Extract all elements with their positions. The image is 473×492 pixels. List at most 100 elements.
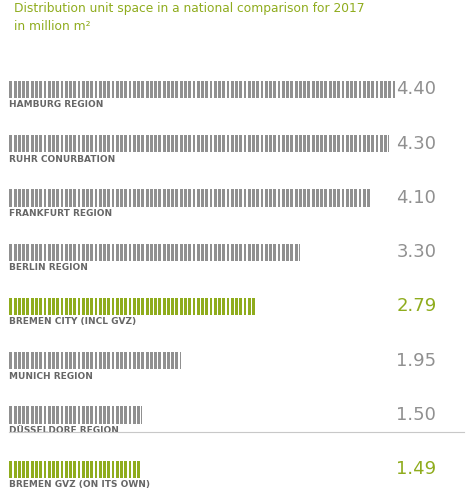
Bar <box>129 352 131 369</box>
Bar <box>141 135 144 153</box>
Bar <box>61 189 63 207</box>
Bar <box>52 81 55 98</box>
Bar <box>150 352 153 369</box>
Bar <box>235 244 238 261</box>
Bar <box>248 244 251 261</box>
Bar <box>205 189 208 207</box>
Bar <box>150 298 153 315</box>
Bar <box>120 135 123 153</box>
Bar <box>337 135 340 153</box>
Bar <box>137 244 140 261</box>
Bar <box>14 406 17 424</box>
Bar <box>290 244 293 261</box>
Bar <box>193 189 195 207</box>
Bar <box>39 298 42 315</box>
Bar <box>282 244 285 261</box>
Bar <box>78 352 80 369</box>
Bar <box>163 352 166 369</box>
Bar <box>9 135 12 153</box>
Bar <box>22 298 25 315</box>
Bar <box>316 135 319 153</box>
Bar <box>116 244 119 261</box>
Bar <box>188 298 191 315</box>
Bar <box>163 244 166 261</box>
Bar <box>269 135 272 153</box>
Bar <box>78 81 80 98</box>
Bar <box>167 135 170 153</box>
Bar <box>235 298 238 315</box>
Bar <box>218 189 221 207</box>
Bar <box>95 406 97 424</box>
Bar <box>197 298 200 315</box>
Text: FRANKFURT REGION: FRANKFURT REGION <box>9 209 113 218</box>
Bar <box>256 135 259 153</box>
Bar <box>78 461 80 478</box>
Bar <box>252 81 255 98</box>
Bar <box>371 81 374 98</box>
Bar <box>112 352 114 369</box>
Bar <box>18 244 21 261</box>
Bar <box>31 244 34 261</box>
Bar <box>133 189 136 207</box>
Bar <box>188 244 191 261</box>
Bar <box>171 244 174 261</box>
Bar <box>44 406 46 424</box>
Bar <box>48 135 51 153</box>
Bar <box>337 81 340 98</box>
Bar <box>82 81 85 98</box>
Bar <box>22 352 25 369</box>
Bar <box>158 189 161 207</box>
Bar <box>52 135 55 153</box>
Bar <box>107 135 110 153</box>
Bar <box>346 81 349 98</box>
Bar <box>103 189 106 207</box>
Bar <box>227 189 229 207</box>
Bar <box>73 189 76 207</box>
Bar <box>137 81 140 98</box>
Bar <box>231 298 234 315</box>
Bar <box>188 189 191 207</box>
Bar <box>86 352 89 369</box>
Bar <box>69 461 72 478</box>
Bar <box>129 298 131 315</box>
Bar <box>184 81 187 98</box>
Bar <box>14 189 17 207</box>
Bar <box>82 135 85 153</box>
Bar <box>154 81 157 98</box>
Bar <box>31 298 34 315</box>
Bar <box>150 81 153 98</box>
Bar <box>9 298 12 315</box>
Bar <box>14 298 17 315</box>
Bar <box>193 244 195 261</box>
Bar <box>265 81 268 98</box>
Bar <box>222 244 225 261</box>
Bar <box>61 135 63 153</box>
Bar <box>175 244 178 261</box>
Bar <box>354 135 357 153</box>
Bar <box>48 189 51 207</box>
Bar <box>73 135 76 153</box>
Bar <box>99 406 102 424</box>
Bar <box>256 81 259 98</box>
Bar <box>99 352 102 369</box>
Bar <box>180 81 183 98</box>
Bar <box>171 81 174 98</box>
Bar <box>61 352 63 369</box>
Bar <box>235 81 238 98</box>
Bar <box>158 244 161 261</box>
Bar <box>86 461 89 478</box>
Bar <box>150 244 153 261</box>
Bar <box>163 135 166 153</box>
Bar <box>175 135 178 153</box>
Bar <box>26 406 29 424</box>
Bar <box>78 298 80 315</box>
Bar <box>65 406 68 424</box>
Bar <box>103 298 106 315</box>
Bar <box>120 298 123 315</box>
Bar <box>324 135 327 153</box>
Bar <box>44 461 46 478</box>
Bar <box>22 244 25 261</box>
Bar <box>18 298 21 315</box>
Bar <box>333 81 336 98</box>
Bar <box>354 81 357 98</box>
